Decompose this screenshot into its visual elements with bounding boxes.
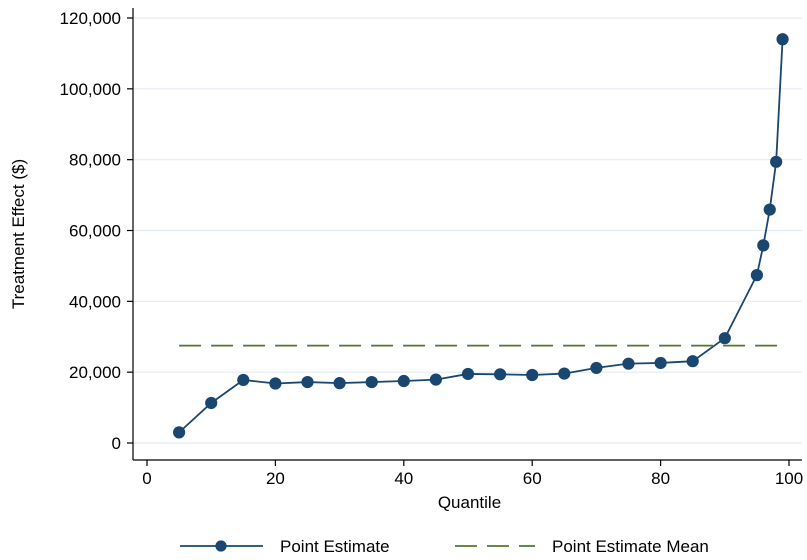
y-tick-label: 40,000 — [69, 292, 121, 311]
x-tick-label: 100 — [775, 469, 803, 488]
data-point — [205, 396, 218, 410]
data-point — [526, 368, 539, 382]
x-tick-label: 0 — [142, 469, 151, 488]
data-point — [365, 375, 378, 389]
legend: Point Estimate Point Estimate Mean — [180, 537, 709, 556]
data-point — [622, 357, 635, 370]
data-point — [269, 377, 282, 390]
y-tick-label: 0 — [112, 434, 121, 453]
grid-lines — [133, 17, 802, 444]
series-layer — [173, 33, 789, 439]
data-point — [686, 355, 699, 368]
data-point — [590, 361, 603, 375]
y-tick-label: 20,000 — [69, 363, 121, 382]
data-point — [718, 332, 731, 345]
y-tick-label: 80,000 — [69, 151, 121, 170]
legend-label-point-estimate: Point Estimate — [280, 537, 390, 556]
x-tick-label: 80 — [651, 469, 670, 488]
data-point — [770, 155, 783, 168]
data-point — [173, 426, 186, 439]
x-tick-label: 20 — [266, 469, 285, 488]
data-point — [750, 269, 764, 282]
legend-label-point-estimate-mean: Point Estimate Mean — [552, 537, 709, 556]
y-axis-title: Treatment Effect ($) — [9, 159, 28, 309]
legend-marker-point-estimate — [215, 540, 227, 552]
x-axis-title: Quantile — [438, 493, 501, 512]
data-point — [333, 377, 346, 390]
data-point — [763, 203, 776, 216]
data-point — [757, 239, 770, 252]
data-point — [776, 33, 789, 46]
y-tick-label: 60,000 — [69, 222, 121, 241]
data-point — [494, 368, 507, 381]
x-tick-label: 60 — [523, 469, 542, 488]
data-point — [429, 373, 442, 386]
x-tick-label: 40 — [394, 469, 413, 488]
data-point — [397, 374, 410, 388]
data-point — [461, 367, 475, 381]
data-point — [558, 367, 571, 380]
axes: 0 20,000 40,000 60,000 80,000 100,000 120,000 0… — [9, 8, 803, 512]
y-tick-label: 100,000 — [60, 80, 121, 99]
data-point — [654, 356, 667, 370]
y-tick-label: 120,000 — [60, 9, 121, 28]
data-point — [237, 373, 250, 387]
data-point — [301, 375, 314, 389]
series-line-point-estimate — [178, 39, 784, 434]
